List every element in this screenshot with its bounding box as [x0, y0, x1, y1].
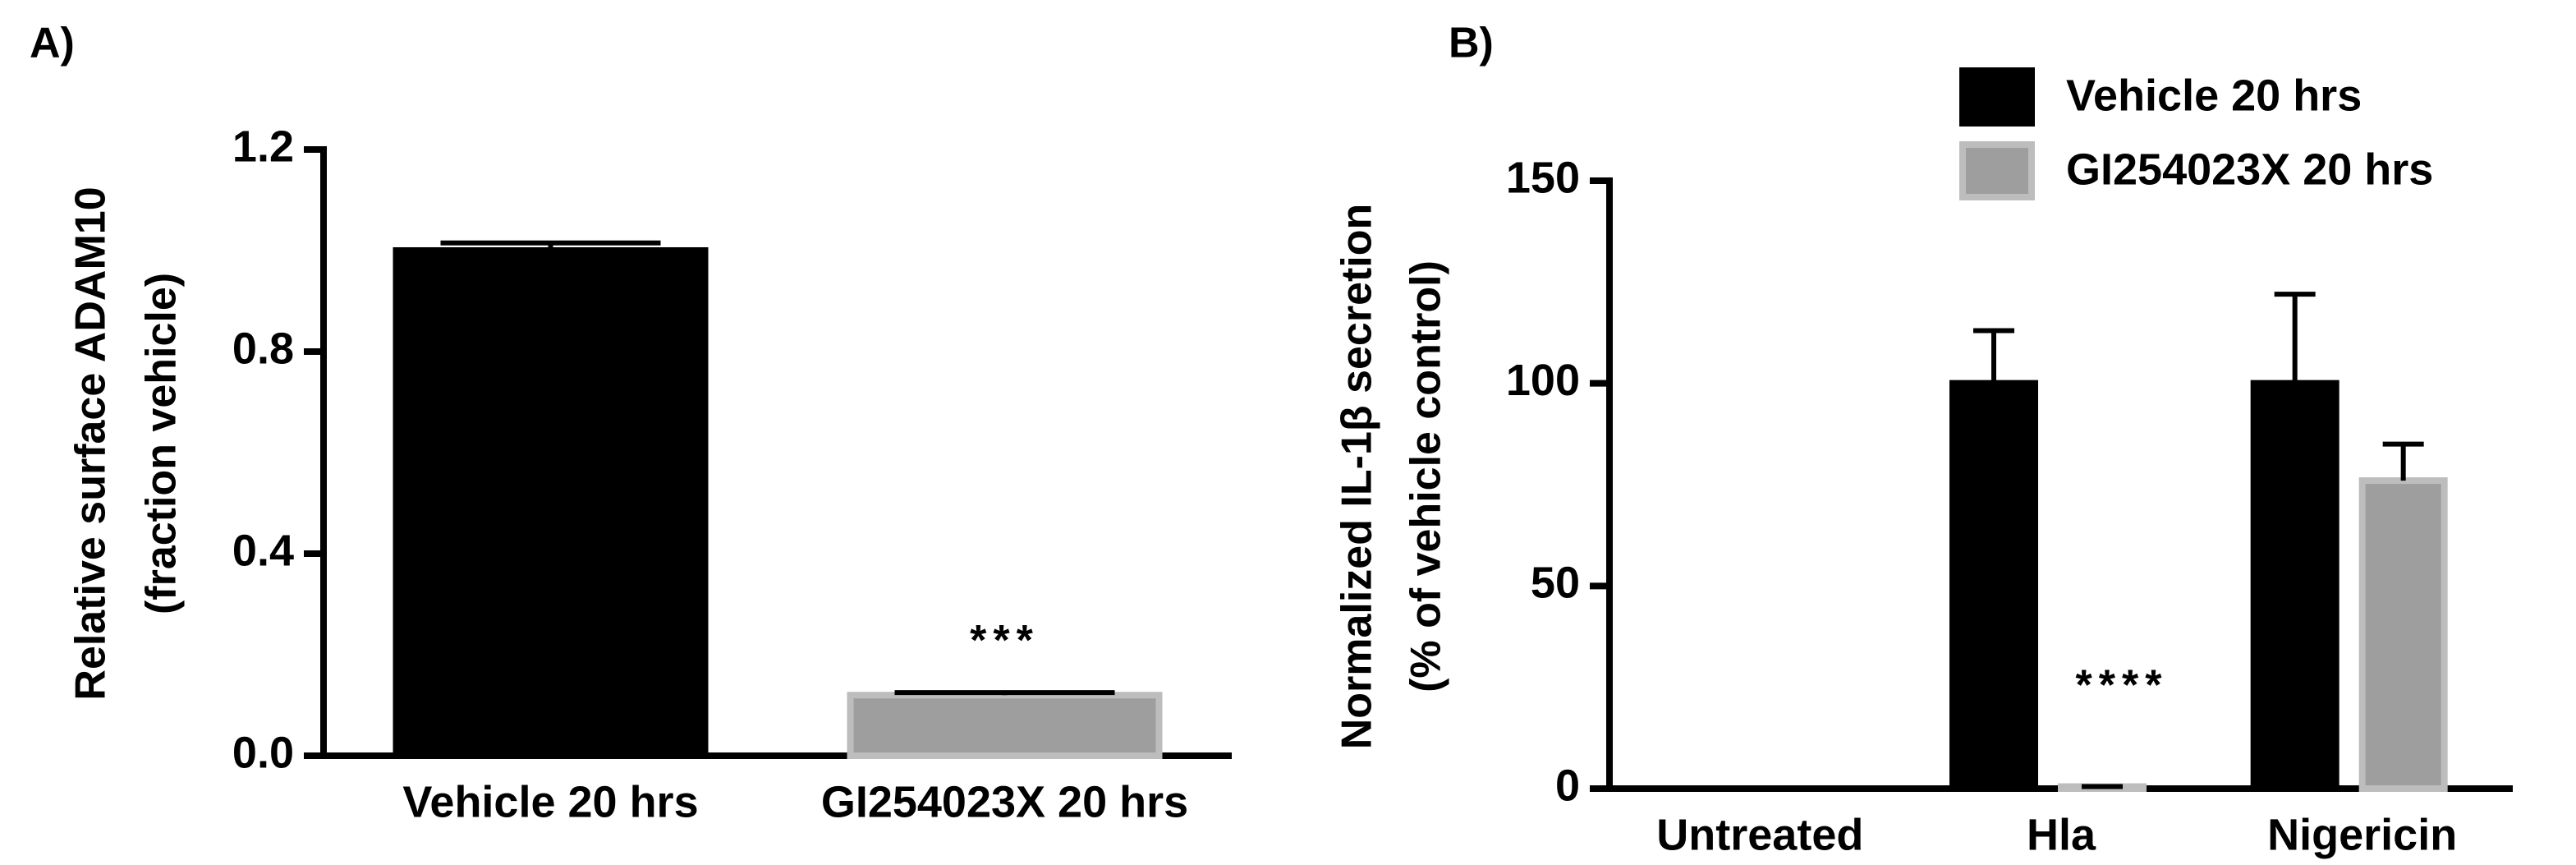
y-tick-label: 0.8: [232, 324, 294, 373]
bar: [2250, 380, 2340, 792]
x-tick-label: Untreated: [1656, 810, 1863, 859]
panel-label: A): [30, 20, 75, 67]
y-tick-label: 150: [1506, 153, 1580, 202]
y-axis-title: Relative surface ADAM10: [67, 186, 115, 700]
x-tick-label: Hla: [2027, 810, 2096, 859]
significance: ***: [970, 617, 1040, 665]
significance: ****: [2076, 661, 2169, 709]
y-axis-title: Normalized IL-1β secretion: [1334, 204, 1381, 750]
y-axis-title: (% of vehicle control): [1403, 260, 1450, 692]
legend-label: Vehicle 20 hrs: [2066, 71, 2362, 120]
y-tick-label: 0.0: [232, 728, 294, 777]
legend-swatch: [1959, 141, 2035, 200]
y-axis-title: (fraction vehicle): [138, 273, 186, 614]
y-tick-label: 50: [1531, 559, 1580, 608]
x-tick-label: Vehicle 20 hrs: [402, 777, 698, 826]
x-tick-label: Nigericin: [2267, 810, 2457, 859]
panel-label: B): [1449, 20, 1494, 67]
y-tick-label: 1.2: [232, 122, 294, 171]
y-tick-label: 0: [1555, 761, 1580, 810]
bar: [1949, 380, 2038, 792]
x-tick-label: GI254023X 20 hrs: [821, 777, 1188, 826]
y-tick-label: 100: [1506, 356, 1580, 405]
legend-label: GI254023X 20 hrs: [2066, 145, 2433, 194]
legend-swatch: [1959, 67, 2035, 127]
bar: [393, 247, 709, 759]
y-tick-label: 0.4: [232, 526, 294, 575]
bar: [2358, 477, 2448, 792]
bar: [847, 692, 1163, 760]
